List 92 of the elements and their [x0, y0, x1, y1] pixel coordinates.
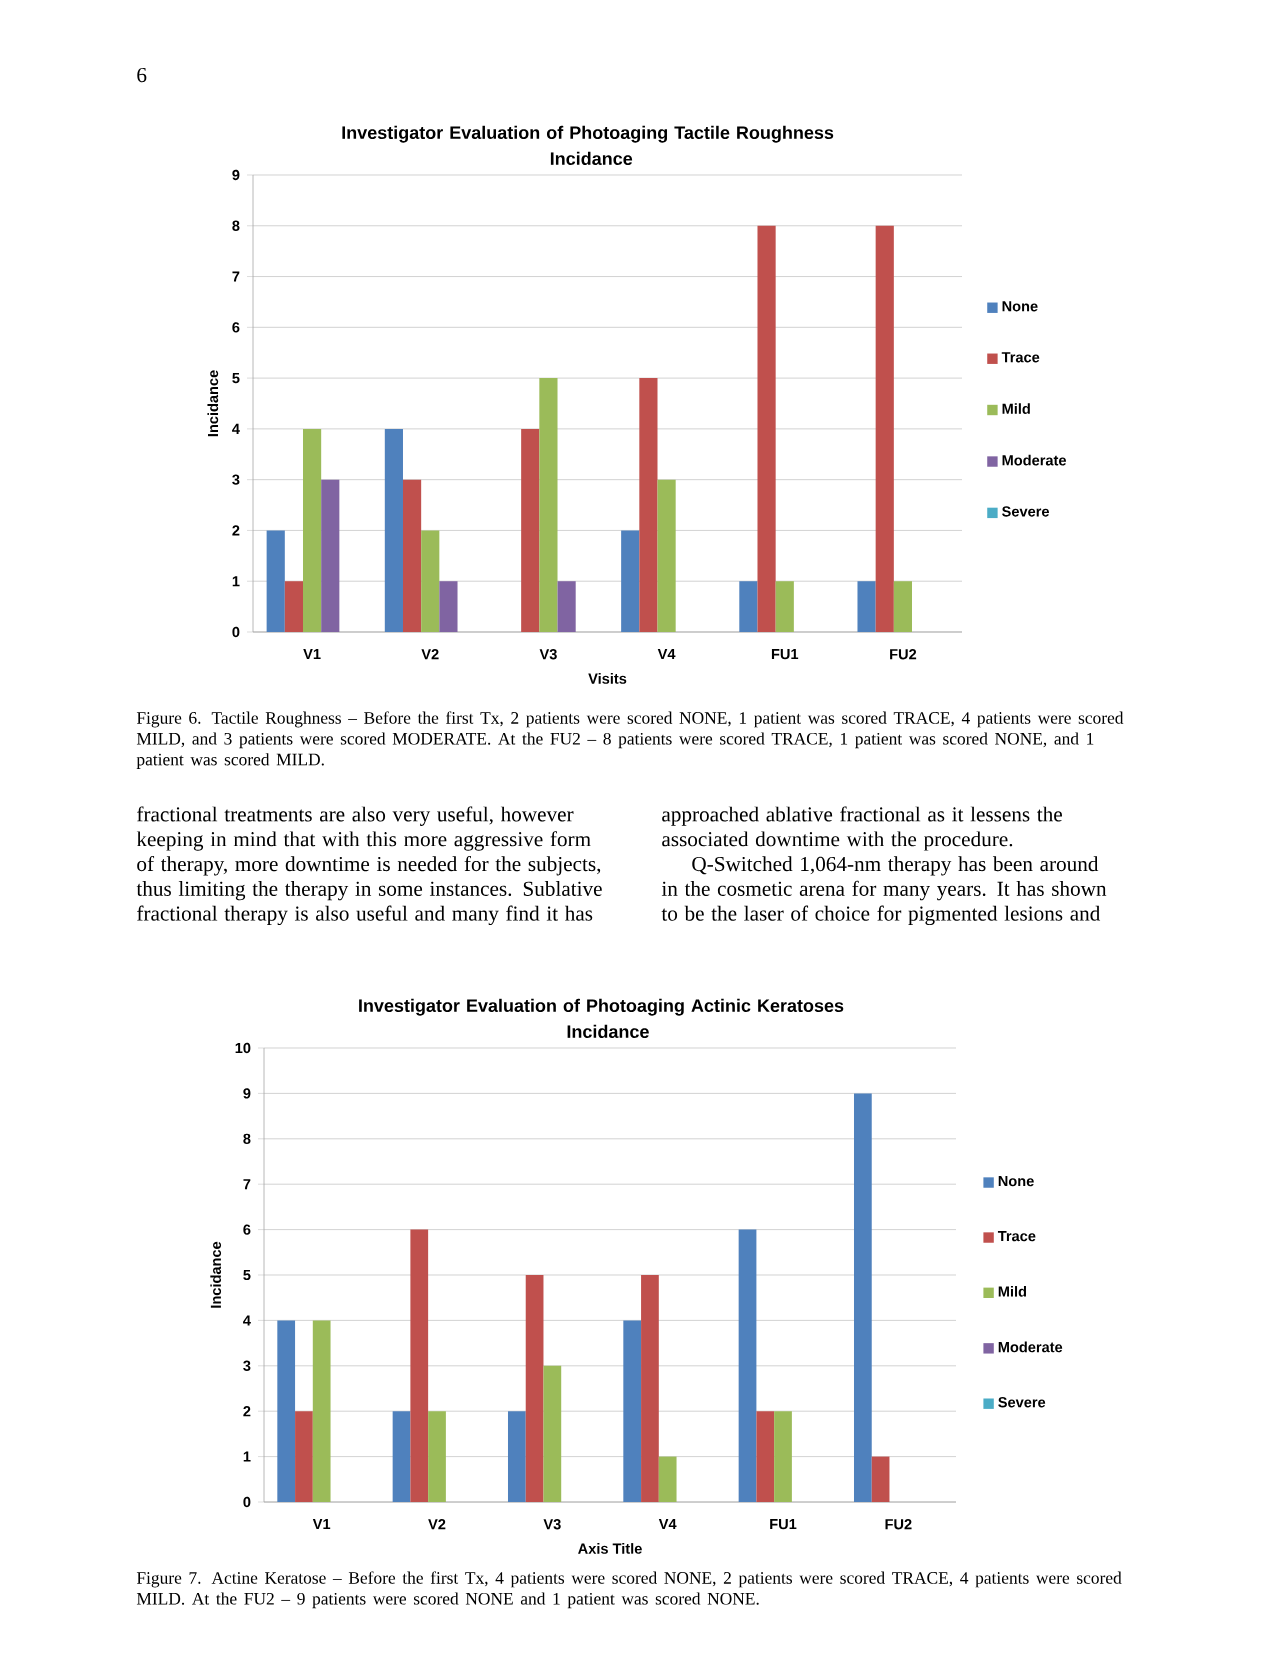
- y-tick-label: 7: [243, 1179, 251, 1190]
- text: approached ablative fractional as it lessens the associated downtime with the procedure.: [662, 806, 1062, 851]
- x-tick-label: V3: [539, 649, 557, 660]
- y-tick-label: 8: [243, 1133, 251, 1144]
- y-axis-title: Incidance: [210, 1241, 222, 1308]
- x-axis-title: Visits: [588, 673, 627, 684]
- bar: [507, 1411, 526, 1502]
- x-tick-label: V2: [421, 649, 439, 660]
- bar: [302, 428, 322, 632]
- x-tick-label: V1: [312, 1519, 331, 1530]
- text: 6: [137, 67, 147, 83]
- text: Q-Switched 1,064-nm therapy has been around in the cosmetic arena for many years. It has shown to be the laser of choice for pigmented lesions and: [661, 856, 1107, 926]
- bar: [428, 1411, 446, 1502]
- y-tick-label: 8: [232, 220, 240, 231]
- y-tick-label: 2: [243, 1406, 251, 1417]
- bar: [266, 530, 285, 632]
- x-tick-label: FU1: [771, 649, 799, 660]
- bar: [312, 1320, 331, 1502]
- y-tick-label: 10: [235, 1042, 251, 1054]
- bar: [525, 1274, 544, 1502]
- y-tick-label: 3: [243, 1360, 251, 1371]
- y-tick-label: 1: [232, 576, 240, 587]
- bar: [284, 581, 303, 632]
- bar: [623, 1320, 642, 1502]
- y-tick-label: 5: [232, 373, 240, 384]
- y-tick-label: 5: [243, 1269, 251, 1281]
- x-tick-label: FU2: [890, 649, 917, 660]
- legend-label: Trace: [1001, 352, 1040, 363]
- bar: [439, 581, 458, 632]
- y-tick-label: 0: [232, 626, 240, 638]
- bar: [384, 428, 403, 632]
- legend-label: Moderate: [1002, 454, 1067, 466]
- y-tick-label: 4: [243, 1315, 251, 1326]
- legend-label: Mild: [1002, 403, 1030, 414]
- legend-label: Mild: [998, 1286, 1026, 1297]
- bar: [402, 479, 422, 632]
- chart-title: Investigator Evaluation of Photoaging Actinic Keratoses Incidance: [359, 998, 844, 1039]
- x-tick-label: V3: [543, 1519, 561, 1530]
- legend-label: None: [1002, 301, 1038, 312]
- bar: [875, 225, 894, 632]
- y-tick-label: 4: [232, 423, 240, 434]
- legend-label: Moderate: [998, 1341, 1063, 1353]
- bar: [775, 581, 794, 632]
- legend-label: Severe: [1002, 506, 1050, 517]
- bar: [639, 378, 658, 632]
- bar: [641, 1274, 659, 1502]
- x-tick-label: V2: [428, 1519, 446, 1530]
- x-tick-label: FU1: [770, 1519, 797, 1530]
- y-tick-label: 6: [232, 322, 240, 333]
- bar: [658, 1456, 677, 1502]
- caption: Figure 7. Actine Keratose – Before the first Tx, 4 patients were scored NONE, 2 patients were scored TRACE, 4 patients were scored MILD. At the FU2 – 9 patients were scored NONE and 1 patient was scored NONE.: [136, 1571, 1122, 1609]
- bar: [321, 479, 340, 632]
- y-tick-label: 3: [232, 474, 240, 485]
- y-tick-label: 7: [232, 271, 240, 282]
- bar: [539, 378, 558, 632]
- bar: [621, 530, 640, 632]
- bar: [739, 581, 758, 632]
- bar: [277, 1320, 296, 1502]
- x-tick-label: V1: [303, 649, 321, 660]
- bar: [521, 428, 540, 632]
- y-tick-label: 2: [232, 525, 240, 536]
- y-tick-label: 9: [232, 169, 240, 181]
- bar: [857, 581, 876, 632]
- bar: [738, 1229, 757, 1502]
- bar: [543, 1365, 562, 1502]
- y-tick-label: 6: [243, 1224, 251, 1235]
- bar: [295, 1411, 313, 1502]
- bar: [756, 1411, 775, 1502]
- legend-label: Trace: [997, 1231, 1036, 1242]
- y-tick-label: 0: [243, 1496, 251, 1508]
- bar: [774, 1411, 792, 1502]
- bar: [657, 479, 676, 632]
- legend-label: Severe: [998, 1397, 1046, 1408]
- y-tick-label: 1: [243, 1451, 251, 1462]
- caption: Figure 6. Tactile Roughness – Before the first Tx, 2 patients were scored NONE, 1 patient was scored TRACE, 4 patients were scored MILD, and 3 patients were scored MODERATE. At the FU2 – 8 patients were scored TRACE, 1 patient was scored NONE, and 1 patient was scored MILD.: [136, 711, 1124, 769]
- legend-label: None: [998, 1176, 1034, 1187]
- x-tick-label: V4: [657, 649, 676, 660]
- bar: [557, 581, 576, 632]
- bar: [893, 581, 913, 632]
- bar: [853, 1093, 872, 1502]
- bar: [410, 1229, 429, 1502]
- x-axis-title: Axis Title: [578, 1543, 642, 1554]
- y-tick-label: 9: [243, 1088, 251, 1099]
- x-tick-label: FU2: [885, 1519, 912, 1530]
- bar: [421, 530, 440, 632]
- text: fractional treatments are also very useful, however keeping in mind that with this more aggressive form of therapy, more downtime is needed for the subjects, thus limiting the therapy in some instances. Sublative fractional therapy is also useful and many find it has: [136, 806, 602, 926]
- bar: [757, 225, 776, 632]
- y-axis-title: Incidance: [207, 370, 219, 437]
- x-tick-label: V4: [658, 1519, 677, 1530]
- chart-title: Investigator Evaluation of Photoaging Tactile Roughness Incidance: [342, 125, 834, 165]
- bar: [871, 1456, 890, 1502]
- bar: [392, 1411, 411, 1502]
